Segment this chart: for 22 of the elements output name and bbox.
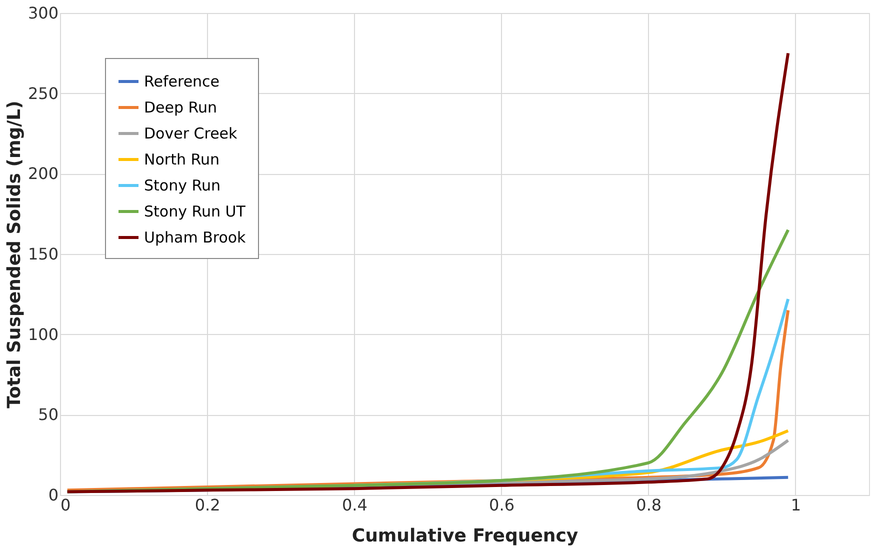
x-axis-title: Cumulative Frequency (352, 526, 578, 546)
y-tick-label: 250 (28, 84, 58, 103)
x-tick-label: 0.2 (194, 496, 220, 514)
legend-label: North Run (144, 150, 220, 168)
x-tick-label: 0.6 (489, 496, 514, 514)
legend-label: Upham Brook (144, 228, 246, 246)
legend-label: Dover Creek (144, 124, 238, 142)
y-tick-label: 50 (38, 405, 58, 424)
legend-label: Deep Run (144, 98, 218, 116)
legend-label: Stony Run UT (144, 202, 246, 220)
legend-label: Stony Run (144, 176, 220, 194)
y-axis-title: Total Suspended Solids (mg/L) (4, 100, 25, 408)
y-tick-label: 100 (28, 324, 58, 344)
y-tick-label: 200 (28, 164, 58, 184)
y-tick-label: 150 (28, 244, 58, 264)
x-tick-label: 1 (790, 496, 802, 514)
x-tick-label: 0.4 (342, 496, 368, 514)
x-tick-label: 0 (60, 496, 71, 514)
legend-label: Reference (144, 72, 220, 90)
line-series (66, 52, 790, 494)
y-tick-label: 300 (28, 4, 58, 22)
x-tick-label: 0.8 (636, 496, 662, 514)
